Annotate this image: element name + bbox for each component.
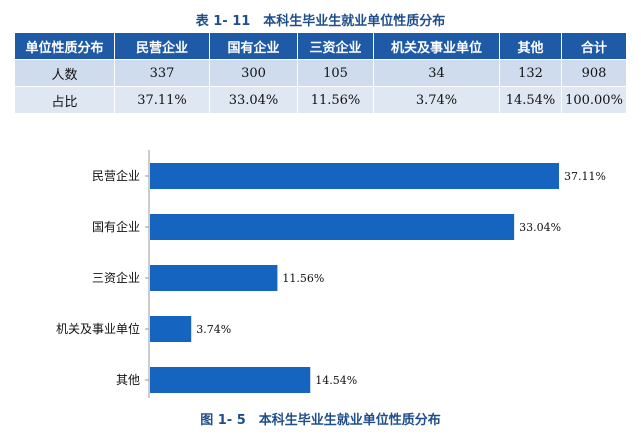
table-row-count: 人数 337 300 105 34 132 908 bbox=[14, 59, 627, 87]
category-label: 机关及事业单位 bbox=[56, 321, 140, 336]
bar bbox=[150, 214, 515, 240]
chart-title: 图 1- 5 本科生毕业生就业单位性质分布 bbox=[200, 413, 441, 428]
header-cell: 国有企业 bbox=[209, 32, 298, 60]
bar bbox=[150, 265, 278, 291]
bar bbox=[150, 316, 192, 342]
table-cell: 11.56% bbox=[297, 86, 374, 114]
table-cell: 132 bbox=[499, 59, 562, 87]
header-cell: 单位性质分布 bbox=[14, 32, 115, 60]
header-cell: 民营企业 bbox=[114, 32, 210, 60]
category-label: 其他 bbox=[116, 373, 140, 387]
row-label: 占比 bbox=[14, 86, 115, 114]
bar bbox=[150, 367, 311, 393]
bar bbox=[150, 163, 559, 189]
value-label: 14.54% bbox=[315, 374, 357, 387]
table-cell: 105 bbox=[297, 59, 374, 87]
table-cell: 908 bbox=[561, 59, 627, 87]
value-label: 37.11% bbox=[564, 170, 606, 183]
table-cell: 100.00% bbox=[561, 86, 627, 114]
category-label: 三资企业 bbox=[92, 270, 140, 285]
table-cell: 3.74% bbox=[373, 86, 500, 114]
header-cell: 三资企业 bbox=[297, 32, 374, 60]
table-cell: 300 bbox=[209, 59, 298, 87]
value-label: 3.74% bbox=[196, 323, 231, 336]
bar-chart: 民营企业 37.11% 国有企业 33.04% 三资企业 11.56% 机关及事业单位 3.7… bbox=[56, 150, 606, 398]
row-label: 人数 bbox=[14, 59, 115, 87]
table-header-row: 单位性质分布 民营企业 国有企业 三资企业 机关及事业单位 其他 合计 bbox=[14, 32, 627, 60]
table-cell: 337 bbox=[114, 59, 210, 87]
table-cell: 37.11% bbox=[114, 86, 210, 114]
header-cell: 合计 bbox=[561, 32, 627, 60]
header-cell: 其他 bbox=[499, 32, 562, 60]
table-cell: 14.54% bbox=[499, 86, 562, 114]
header-cell: 机关及事业单位 bbox=[373, 32, 500, 60]
distribution-table: 单位性质分布 民营企业 国有企业 三资企业 机关及事业单位 其他 合计 人数 3… bbox=[14, 32, 627, 114]
category-label: 国有企业 bbox=[92, 219, 140, 234]
value-label: 33.04% bbox=[519, 221, 561, 234]
category-label: 民营企业 bbox=[92, 168, 140, 183]
table-cell: 33.04% bbox=[209, 86, 298, 114]
table-title: 表 1- 11 本科生毕业生就业单位性质分布 bbox=[195, 14, 446, 29]
value-label: 11.56% bbox=[282, 272, 324, 285]
table-row-share: 占比 37.11% 33.04% 11.56% 3.74% 14.54% 100… bbox=[14, 86, 627, 114]
table-cell: 34 bbox=[373, 59, 500, 87]
